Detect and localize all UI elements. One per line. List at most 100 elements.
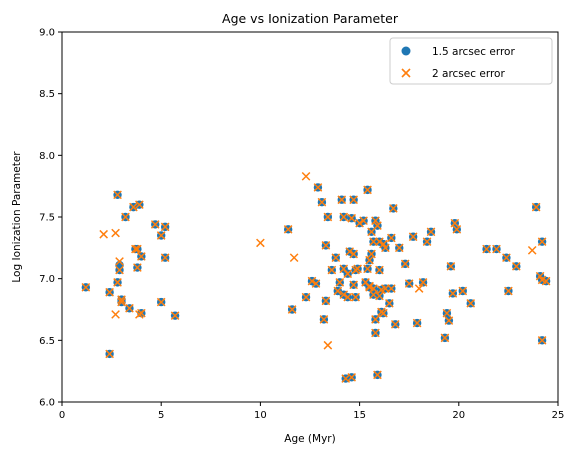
legend-entry-1: 1.5 arcsec error	[432, 46, 515, 58]
data-point-x	[170, 311, 180, 320]
data-point-x	[365, 255, 374, 265]
data-point-x	[129, 202, 138, 212]
y-tick-label: 7.5	[39, 213, 55, 224]
y-tick-label: 6.5	[39, 336, 55, 347]
data-point-x	[375, 265, 384, 275]
y-axis-label: Log Ionization Parameter	[11, 151, 23, 283]
data-point-x	[373, 221, 382, 230]
data-point-x	[363, 185, 372, 195]
legend: 1.5 arcsec error 2 arcsec error	[389, 37, 553, 85]
x-tick-label: 10	[254, 410, 267, 421]
data-point-x	[369, 284, 378, 293]
data-point-x	[160, 253, 170, 263]
data-point-x	[440, 333, 450, 343]
data-point-x	[414, 284, 424, 293]
x-tick-label: 15	[353, 410, 366, 421]
data-point-x	[426, 227, 436, 237]
data-point-x	[113, 278, 122, 287]
data-point-x	[448, 289, 458, 298]
data-point-x	[345, 247, 355, 256]
x-tick-label: 25	[552, 410, 565, 421]
data-point-x	[381, 243, 390, 253]
data-point-x	[343, 269, 353, 279]
data-point-x	[359, 216, 368, 226]
data-point-x	[541, 276, 551, 286]
data-point-x	[343, 292, 353, 302]
legend-marker-x	[401, 68, 411, 78]
data-point-x	[301, 292, 311, 302]
legend-marker-circle	[401, 46, 411, 56]
data-point-x	[371, 328, 380, 338]
data-point-x	[400, 259, 410, 269]
data-point-x	[385, 299, 394, 308]
data-point-x	[458, 286, 468, 296]
data-point-x	[351, 292, 360, 302]
data-point-x	[115, 257, 124, 266]
data-point-x	[339, 290, 349, 300]
data-point-x	[367, 249, 376, 259]
data-point-x	[133, 244, 142, 254]
data-point-x	[311, 279, 321, 288]
plot-frame	[61, 31, 559, 403]
x-tick-label: 0	[59, 410, 65, 421]
data-point-x	[307, 276, 317, 286]
data-point-x	[117, 295, 126, 304]
data-point-x	[335, 278, 345, 287]
data-point-x	[113, 190, 122, 200]
data-point-x	[444, 316, 454, 325]
data-point-x	[135, 200, 144, 209]
y-tick-label: 8.0	[39, 151, 55, 162]
data-point-x	[527, 245, 537, 255]
data-point-x	[504, 286, 513, 296]
x-axis-label: Age (Myr)	[284, 433, 335, 445]
data-point-x	[353, 264, 362, 274]
data-point-x	[482, 244, 491, 254]
data-point-x	[418, 278, 428, 287]
data-point-x	[408, 232, 418, 242]
data-point-x	[156, 297, 166, 307]
data-point-x	[347, 213, 356, 223]
data-point-x	[125, 303, 134, 313]
data-point-x	[289, 253, 299, 263]
data-point-x	[502, 253, 511, 263]
data-point-x	[375, 291, 384, 301]
data-point-x	[452, 225, 462, 234]
data-point-x	[422, 237, 432, 246]
data-point-x	[371, 216, 380, 226]
data-point-x	[339, 212, 349, 222]
data-point-x	[373, 370, 382, 380]
data-point-x	[121, 212, 130, 222]
data-point-x	[313, 183, 323, 192]
data-point-x	[387, 284, 396, 293]
data-point-x	[492, 244, 501, 254]
x-tick-label: 5	[158, 410, 164, 421]
data-point-x	[404, 279, 414, 288]
x-tick-label: 20	[452, 410, 465, 421]
data-point-x	[390, 319, 400, 329]
data-point-x	[331, 253, 341, 263]
data-point-x	[365, 281, 374, 291]
y-tick-label: 7.0	[39, 274, 55, 285]
data-point-x	[99, 229, 108, 239]
data-point-x	[337, 195, 347, 205]
y-axis: 6.0 6.5 7.0 7.5 8.0 8.5 9.0	[39, 28, 62, 409]
legend-box	[389, 37, 553, 85]
data-point-x	[105, 349, 114, 359]
data-point-x	[388, 204, 398, 213]
data-point-x	[287, 305, 297, 314]
data-point-x	[531, 202, 541, 212]
data-point-x	[150, 220, 160, 229]
data-point-x	[466, 299, 476, 308]
data-point-x	[156, 231, 166, 240]
y-tick-label: 8.5	[39, 89, 55, 100]
data-point-x	[349, 195, 358, 205]
data-point-x	[379, 308, 388, 318]
data-point-x	[537, 237, 547, 246]
data-point-x	[323, 340, 333, 350]
y-tick-label: 9.0	[39, 28, 55, 39]
data-point-x	[317, 197, 327, 207]
data-point-x	[412, 318, 422, 328]
data-point-x	[81, 282, 91, 292]
data-point-x	[512, 262, 521, 271]
data-point-x	[117, 297, 126, 307]
